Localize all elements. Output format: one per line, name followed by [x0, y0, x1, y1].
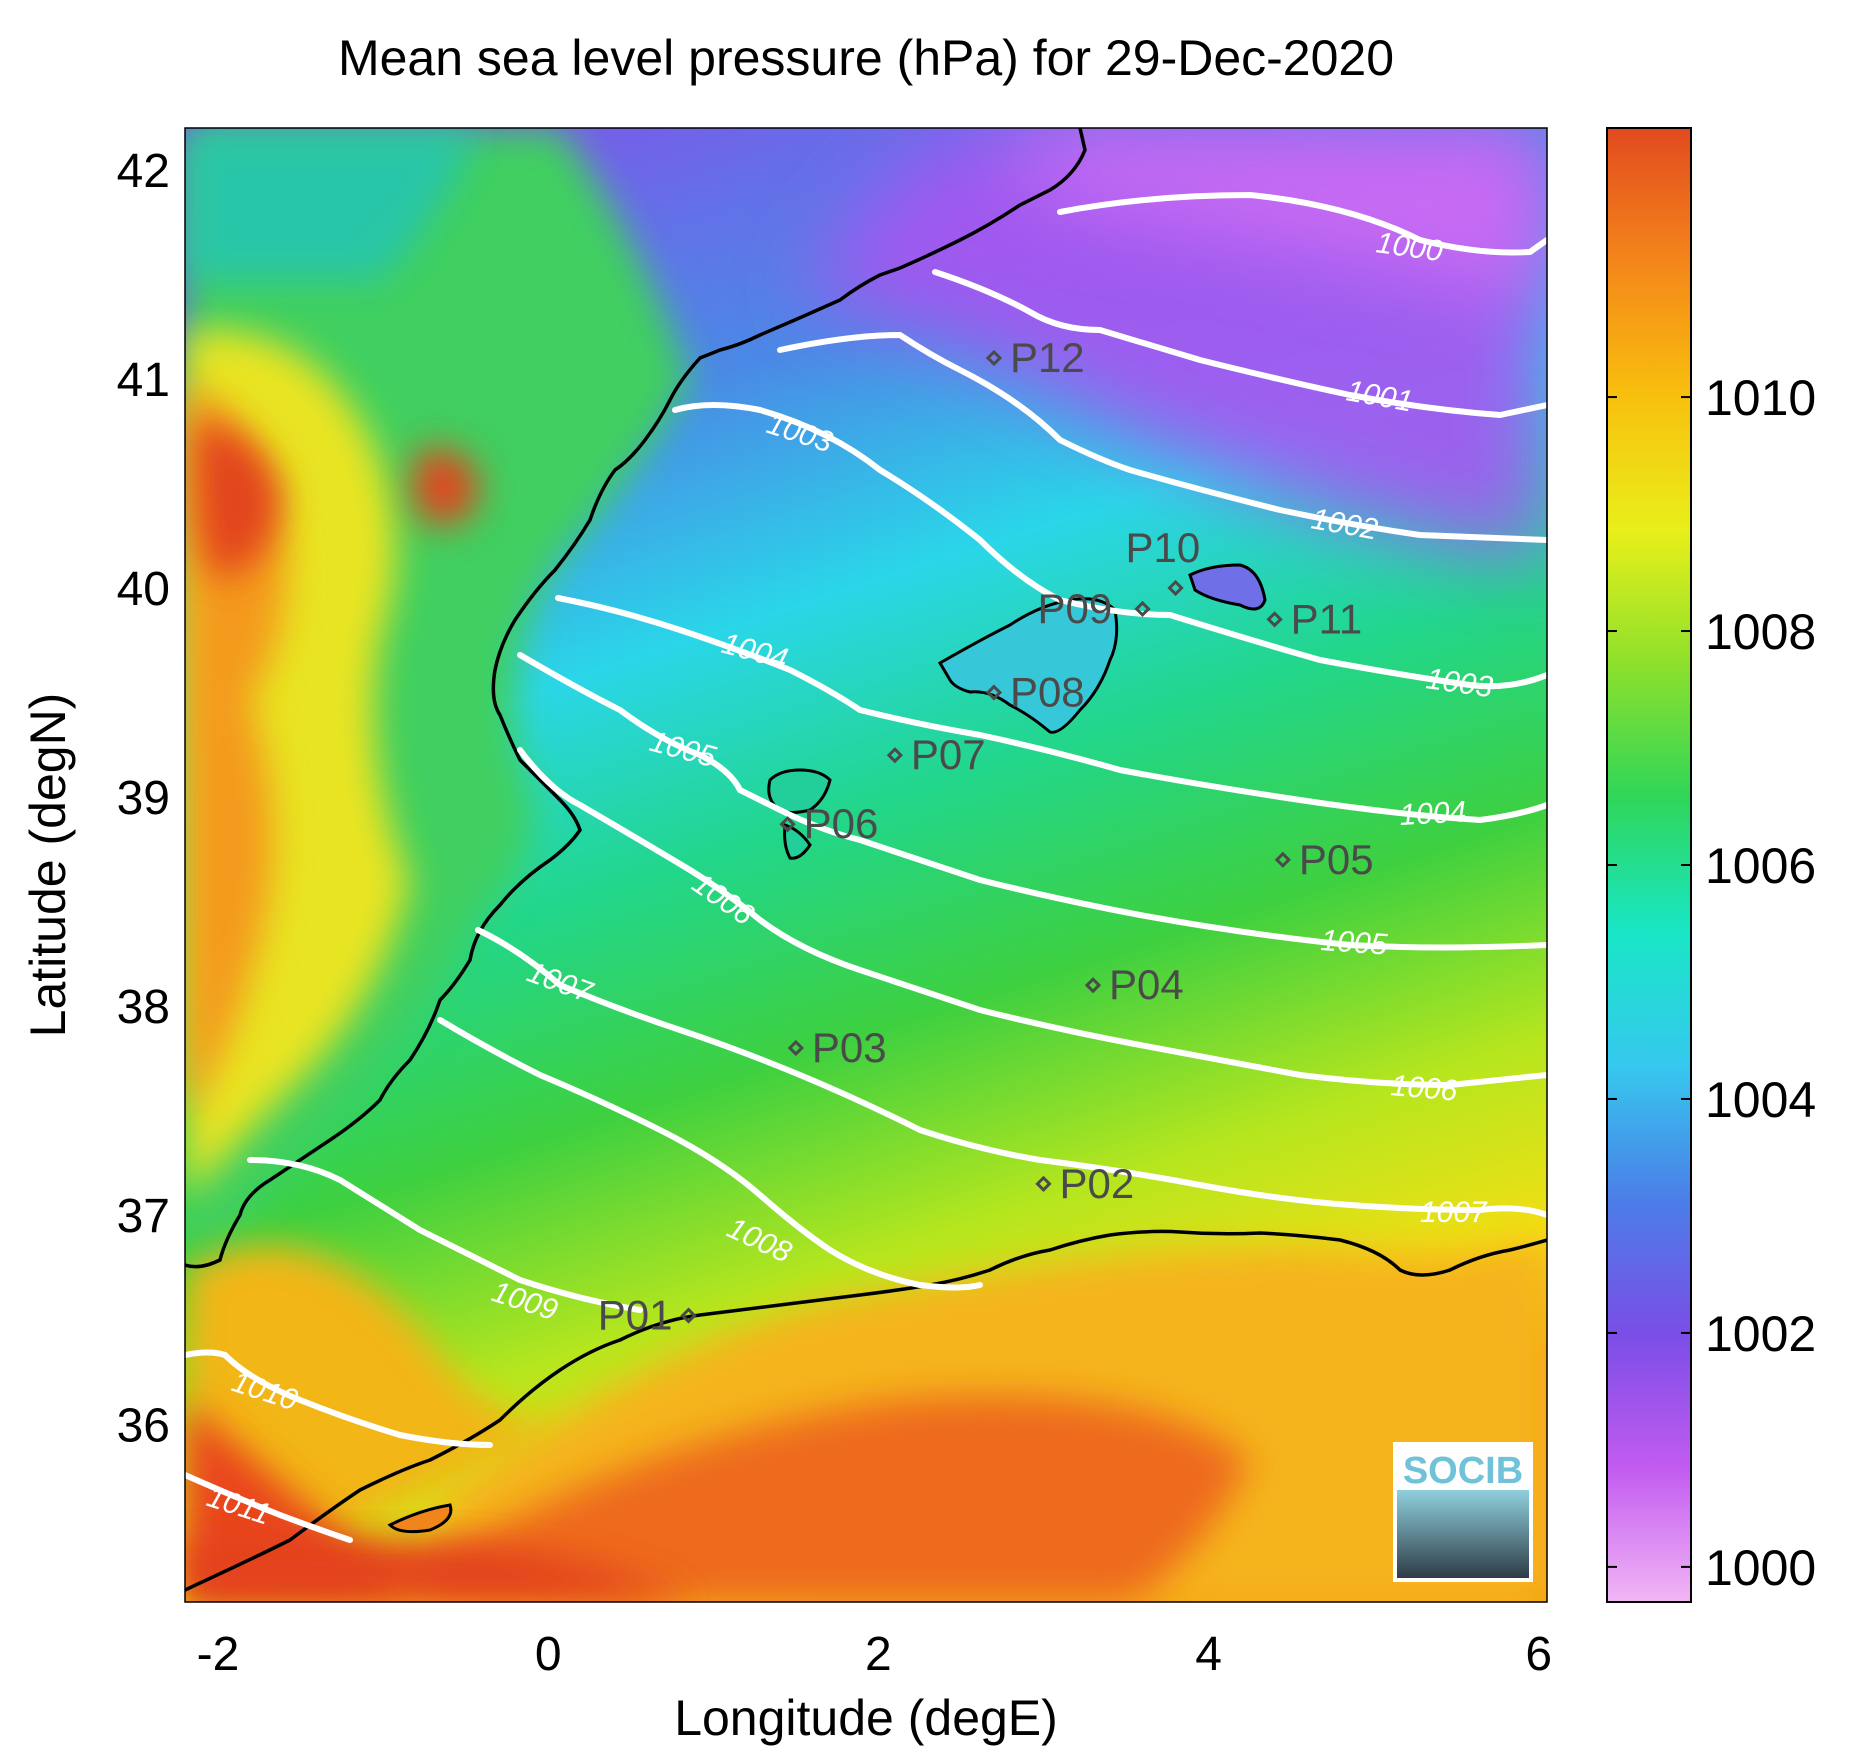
y-tick-label: 40 — [117, 563, 170, 616]
station-marker — [985, 684, 1003, 701]
station-label: P04 — [1109, 961, 1184, 1008]
contour-label: 1004 — [1399, 796, 1467, 832]
y-axis-ticks: 42 41 40 39 38 37 36 — [117, 145, 170, 1452]
x-tick-label: -2 — [197, 1628, 240, 1681]
menorca-island — [1188, 563, 1267, 611]
colorbar: 1010 1008 1006 1004 1002 1000 — [1606, 127, 1816, 1603]
station-marker — [1134, 600, 1151, 618]
map-frame — [184, 127, 1548, 1603]
station-marker — [886, 747, 904, 764]
station-label: P05 — [1299, 836, 1374, 883]
station-label: P11 — [1291, 595, 1363, 642]
station-label: P01 — [598, 1292, 673, 1339]
y-axis-label: Latitude (degN) — [20, 693, 76, 1038]
formentera-island — [783, 822, 812, 860]
station-label: P09 — [1038, 585, 1113, 632]
coastline-iberia — [185, 128, 1087, 1269]
isobar-1006 — [517, 747, 1547, 1089]
isobar-1000 — [1057, 191, 1547, 256]
land-iberia-red — [194, 420, 280, 580]
station-label: P03 — [812, 1024, 887, 1071]
x-tick-label: 6 — [1525, 1628, 1552, 1681]
y-tick-label: 37 — [117, 1190, 170, 1243]
colorbar-tick-label: 1008 — [1705, 604, 1816, 660]
station-marker — [1274, 851, 1291, 868]
colorbar-tick-label: 1010 — [1705, 370, 1816, 426]
lowest-pressure-region — [1000, 128, 1547, 300]
map-title: Mean sea level pressure (hPa) for 29-Dec… — [338, 30, 1394, 86]
colorbar-tick-label: 1004 — [1705, 1072, 1816, 1128]
station-marker — [985, 349, 1003, 367]
logo-wave — [1397, 1490, 1529, 1578]
station-label: P06 — [804, 800, 879, 847]
station-label: P12 — [1010, 334, 1085, 381]
x-axis-ticks: -2 0 2 4 6 — [197, 1628, 1552, 1681]
isobar-1004 — [555, 595, 1547, 824]
isobar-1009 — [247, 1157, 643, 1313]
x-tick-label: 2 — [865, 1628, 892, 1681]
colorbar-ticks: 1010 1008 1006 1004 1002 1000 — [1607, 370, 1816, 1596]
contour-label: 1007 — [1420, 1196, 1488, 1229]
station-label: P10 — [1126, 524, 1201, 571]
y-tick-label: 39 — [117, 772, 170, 825]
y-tick-label: 41 — [117, 354, 170, 407]
station-marker — [787, 1039, 804, 1057]
isobar-1002 — [777, 331, 1547, 543]
colorbar-bar — [1606, 127, 1692, 1603]
isobar-1008 — [437, 1017, 983, 1291]
station-label: P08 — [1010, 669, 1085, 716]
x-axis-label: Longitude (degE) — [674, 1690, 1058, 1746]
colorbar-tick-label: 1000 — [1705, 1540, 1816, 1596]
y-tick-label: 42 — [117, 145, 170, 198]
isobar-1001 — [932, 269, 1547, 419]
map-panel: 1000 1001 1002 1003 1003 1003 1004 1004 … — [185, 128, 1547, 1602]
land-north-cyan — [185, 128, 480, 280]
station-marker — [680, 1307, 697, 1324]
station-marker — [1035, 1175, 1052, 1192]
x-tick-label: 0 — [535, 1628, 562, 1681]
colorbar-tick-label: 1002 — [1705, 1306, 1816, 1362]
station-marker — [779, 816, 796, 833]
y-tick-label: 38 — [117, 981, 170, 1034]
isobars — [185, 191, 1547, 1543]
coastline-africa — [185, 1229, 1547, 1592]
station-label: P07 — [911, 731, 986, 778]
contour-label: 1006 — [1389, 1069, 1459, 1108]
socib-logo: SOCIB — [1393, 1442, 1533, 1582]
station-marker — [1266, 611, 1283, 628]
colorbar-tick-label: 1006 — [1705, 838, 1816, 894]
x-tick-label: 4 — [1195, 1628, 1222, 1681]
contour-label: 1005 — [1320, 924, 1389, 962]
station-label: P02 — [1059, 1160, 1134, 1207]
logo-text: SOCIB — [1403, 1450, 1523, 1492]
station-marker — [1167, 579, 1184, 597]
alboran-coast-island — [387, 1503, 453, 1534]
land-highpoint-red — [412, 448, 480, 526]
land-africa-red — [185, 1540, 700, 1602]
isobar-1011 — [185, 1472, 353, 1543]
isobar-1010 — [185, 1349, 493, 1448]
station-markers: P01 P02 P03 P04 P05 P06 P07 P08 P09 P10 P11 P12 — [598, 334, 1374, 1339]
isobar-1005 — [517, 652, 1547, 951]
isobar-1007 — [475, 927, 1547, 1218]
isobar-1003 — [672, 402, 1547, 690]
y-tick-label: 36 — [117, 1399, 170, 1452]
land-africa-orange — [380, 1396, 1250, 1602]
station-marker — [1084, 977, 1102, 994]
